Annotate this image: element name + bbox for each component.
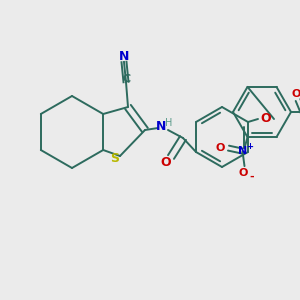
Text: -: - [249,172,254,182]
Text: N: N [119,50,129,64]
Text: N: N [156,121,166,134]
Text: N: N [299,107,300,117]
Text: S: S [110,152,119,166]
Text: H: H [165,118,173,128]
Text: O: O [291,89,300,99]
Text: O: O [239,168,248,178]
Text: O: O [299,127,300,137]
Text: O: O [216,143,225,153]
Text: N: N [238,146,247,156]
Text: C: C [123,74,131,84]
Text: +: + [246,142,253,151]
Text: O: O [261,112,271,124]
Text: O: O [161,155,171,169]
